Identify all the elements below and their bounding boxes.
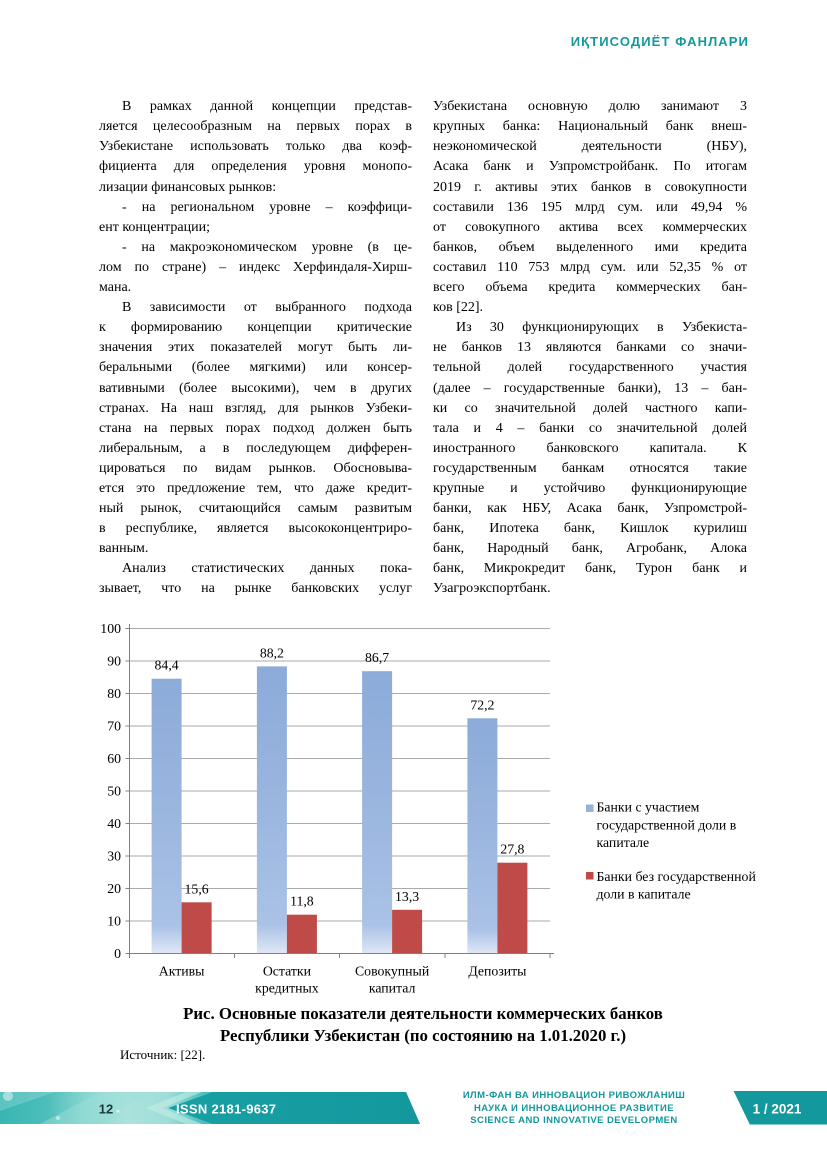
svg-text:Депозиты: Депозиты: [468, 964, 526, 979]
svg-text:27,8: 27,8: [500, 842, 524, 857]
svg-text:ISSN 2181-9637: ISSN 2181-9637: [176, 1102, 276, 1117]
svg-text:капитал: капитал: [369, 981, 416, 996]
svg-text:государственной доли в: государственной доли в: [597, 817, 737, 832]
svg-text:72,2: 72,2: [470, 697, 494, 712]
svg-text:Активы: Активы: [159, 964, 205, 979]
svg-text:50: 50: [107, 784, 121, 799]
svg-text:80: 80: [107, 686, 121, 701]
svg-text:Остатки: Остатки: [263, 964, 312, 979]
svg-text:84,4: 84,4: [155, 658, 179, 673]
svg-text:40: 40: [107, 816, 121, 831]
svg-text:12: 12: [99, 1102, 113, 1117]
svg-text:1 / 2021: 1 / 2021: [753, 1102, 802, 1117]
svg-text:кредитных: кредитных: [255, 981, 319, 996]
svg-text:10: 10: [107, 914, 121, 929]
svg-text:60: 60: [107, 751, 121, 766]
svg-text:86,7: 86,7: [365, 650, 389, 665]
svg-text:Совокупный: Совокупный: [355, 964, 430, 979]
svg-text:88,2: 88,2: [260, 645, 284, 660]
svg-text:0: 0: [114, 946, 121, 961]
svg-text:Банки с участием: Банки с участием: [597, 800, 700, 815]
svg-text:100: 100: [100, 621, 121, 636]
svg-text:11,8: 11,8: [290, 894, 314, 909]
svg-text:90: 90: [107, 654, 121, 669]
svg-text:70: 70: [107, 719, 121, 734]
svg-text:15,6: 15,6: [185, 881, 209, 896]
svg-text:13,3: 13,3: [395, 889, 419, 904]
svg-text:доли в капитале: доли в капитале: [597, 887, 691, 902]
svg-text:30: 30: [107, 849, 121, 864]
svg-text:капитале: капитале: [597, 835, 650, 850]
svg-text:20: 20: [107, 881, 121, 896]
svg-text:Банки без государственной: Банки без государственной: [597, 869, 757, 884]
